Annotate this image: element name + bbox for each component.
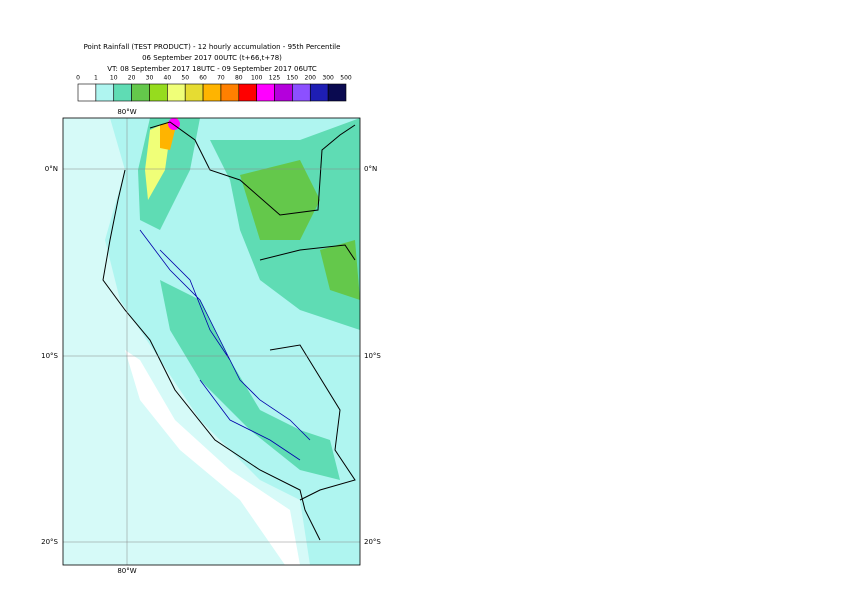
base-time: 06 September 2017 00UTC (t+66,t+78) bbox=[142, 54, 282, 62]
legend-swatch bbox=[202, 83, 222, 102]
coastal-dry bbox=[125, 350, 300, 565]
lon-label: 80°W bbox=[117, 567, 136, 575]
lat-label: 20°S bbox=[41, 538, 58, 546]
legend-tick-label: 70 bbox=[217, 75, 225, 82]
legend-tick-label: 100 bbox=[251, 75, 263, 82]
legend-swatch bbox=[220, 83, 240, 102]
map-frame bbox=[62, 117, 361, 566]
legend-swatch bbox=[77, 83, 97, 102]
legend-swatch bbox=[184, 83, 204, 102]
lat-label: 0°N bbox=[364, 165, 377, 173]
legend-swatch bbox=[292, 83, 311, 102]
legend-tick-label: 125 bbox=[269, 75, 281, 82]
legend-swatch bbox=[131, 83, 150, 102]
lon-label: 80°W bbox=[117, 108, 136, 116]
legend-swatch bbox=[238, 83, 257, 102]
rain-area bbox=[320, 240, 360, 300]
lat-label: 10°S bbox=[41, 352, 58, 360]
legend-tick-label: 500 bbox=[340, 75, 352, 82]
legend-swatch bbox=[327, 83, 347, 102]
valid-time: VT: 08 September 2017 18UTC - 09 Septemb… bbox=[107, 65, 317, 73]
lat-label: 10°S bbox=[364, 352, 381, 360]
graticule bbox=[63, 118, 360, 565]
legend-swatch bbox=[256, 83, 275, 102]
regions bbox=[139, 229, 311, 461]
ocean-light bbox=[63, 118, 310, 565]
legend-tick-label: 80 bbox=[235, 75, 243, 82]
legend-swatch bbox=[113, 83, 132, 102]
rain-area bbox=[160, 280, 340, 480]
legend-tick-label: 1 bbox=[94, 75, 98, 82]
legend-tick-label: 0 bbox=[76, 75, 80, 82]
legend: 0 1 10 20 30 40 50 60 70 80 100 125 150 200 300 500 bbox=[76, 75, 352, 102]
title: Point Rainfall (TEST PRODUCT) - 12 hourl… bbox=[84, 43, 341, 51]
map: 80°W 80°W 0°N 0°N 10°S 10°S 20°S 20°S bbox=[41, 108, 381, 575]
legend-tick-label: 300 bbox=[322, 75, 334, 82]
legend-tick-label: 20 bbox=[128, 75, 136, 82]
legend-tick-label: 50 bbox=[181, 75, 189, 82]
legend-tick-label: 200 bbox=[305, 75, 317, 82]
legend-swatch bbox=[149, 83, 168, 102]
legend-tick-label: 150 bbox=[287, 75, 299, 82]
legend-tick-label: 60 bbox=[199, 75, 207, 82]
legend-swatch bbox=[274, 83, 293, 102]
legend-swatch bbox=[309, 83, 329, 102]
legend-swatch bbox=[95, 83, 115, 102]
legend-swatch bbox=[167, 83, 186, 102]
lat-label: 20°S bbox=[364, 538, 381, 546]
rain-area bbox=[240, 160, 320, 240]
lat-label: 0°N bbox=[45, 165, 58, 173]
legend-tick-label: 10 bbox=[110, 75, 118, 82]
borders bbox=[102, 121, 356, 541]
legend-tick-label: 40 bbox=[164, 75, 172, 82]
legend-tick-label: 30 bbox=[146, 75, 154, 82]
